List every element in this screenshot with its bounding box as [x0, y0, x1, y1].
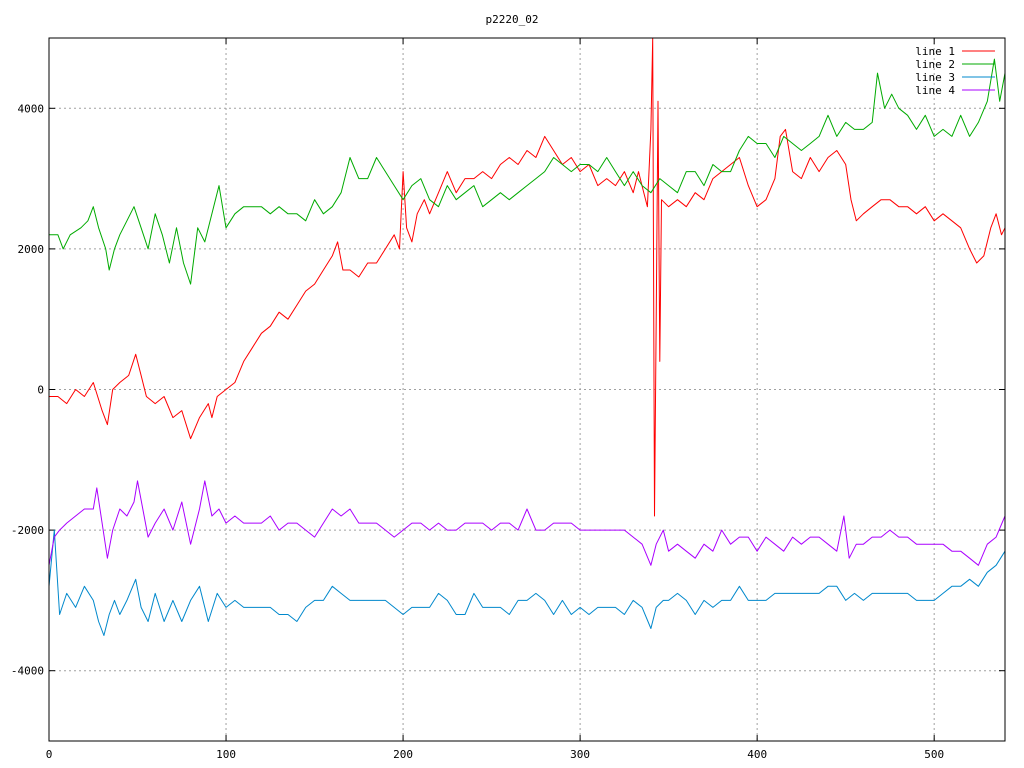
- series-line-2: [49, 58, 1006, 285]
- series-line-3: [48, 529, 1006, 636]
- x-tick-label: 500: [924, 748, 944, 761]
- series-line-4: [48, 480, 1006, 566]
- x-tick-label: 0: [46, 748, 53, 761]
- legend-label: line 3: [915, 71, 955, 84]
- legend-label: line 1: [915, 45, 955, 58]
- series-group: [48, 37, 1006, 636]
- y-tick-label: -4000: [11, 665, 44, 678]
- x-tick-label: 200: [393, 748, 413, 761]
- grid: [49, 38, 1005, 741]
- series-line-1: [49, 37, 1006, 517]
- chart-title: p2220_02: [486, 13, 539, 26]
- axis-ticks: 0 100 200 300 400 500 -4000 -2000 0 2000 4000: [11, 38, 1005, 761]
- plot-frame: [48, 37, 1006, 742]
- y-tick-label: 0: [37, 384, 44, 397]
- y-tick-label: 2000: [18, 243, 45, 256]
- x-tick-label: 100: [216, 748, 236, 761]
- x-tick-label: 300: [570, 748, 590, 761]
- y-tick-label: 4000: [18, 102, 45, 115]
- legend-label: line 4: [915, 84, 955, 97]
- y-tick-label: -2000: [11, 524, 44, 537]
- x-tick-label: 400: [747, 748, 767, 761]
- legend-label: line 2: [915, 58, 955, 71]
